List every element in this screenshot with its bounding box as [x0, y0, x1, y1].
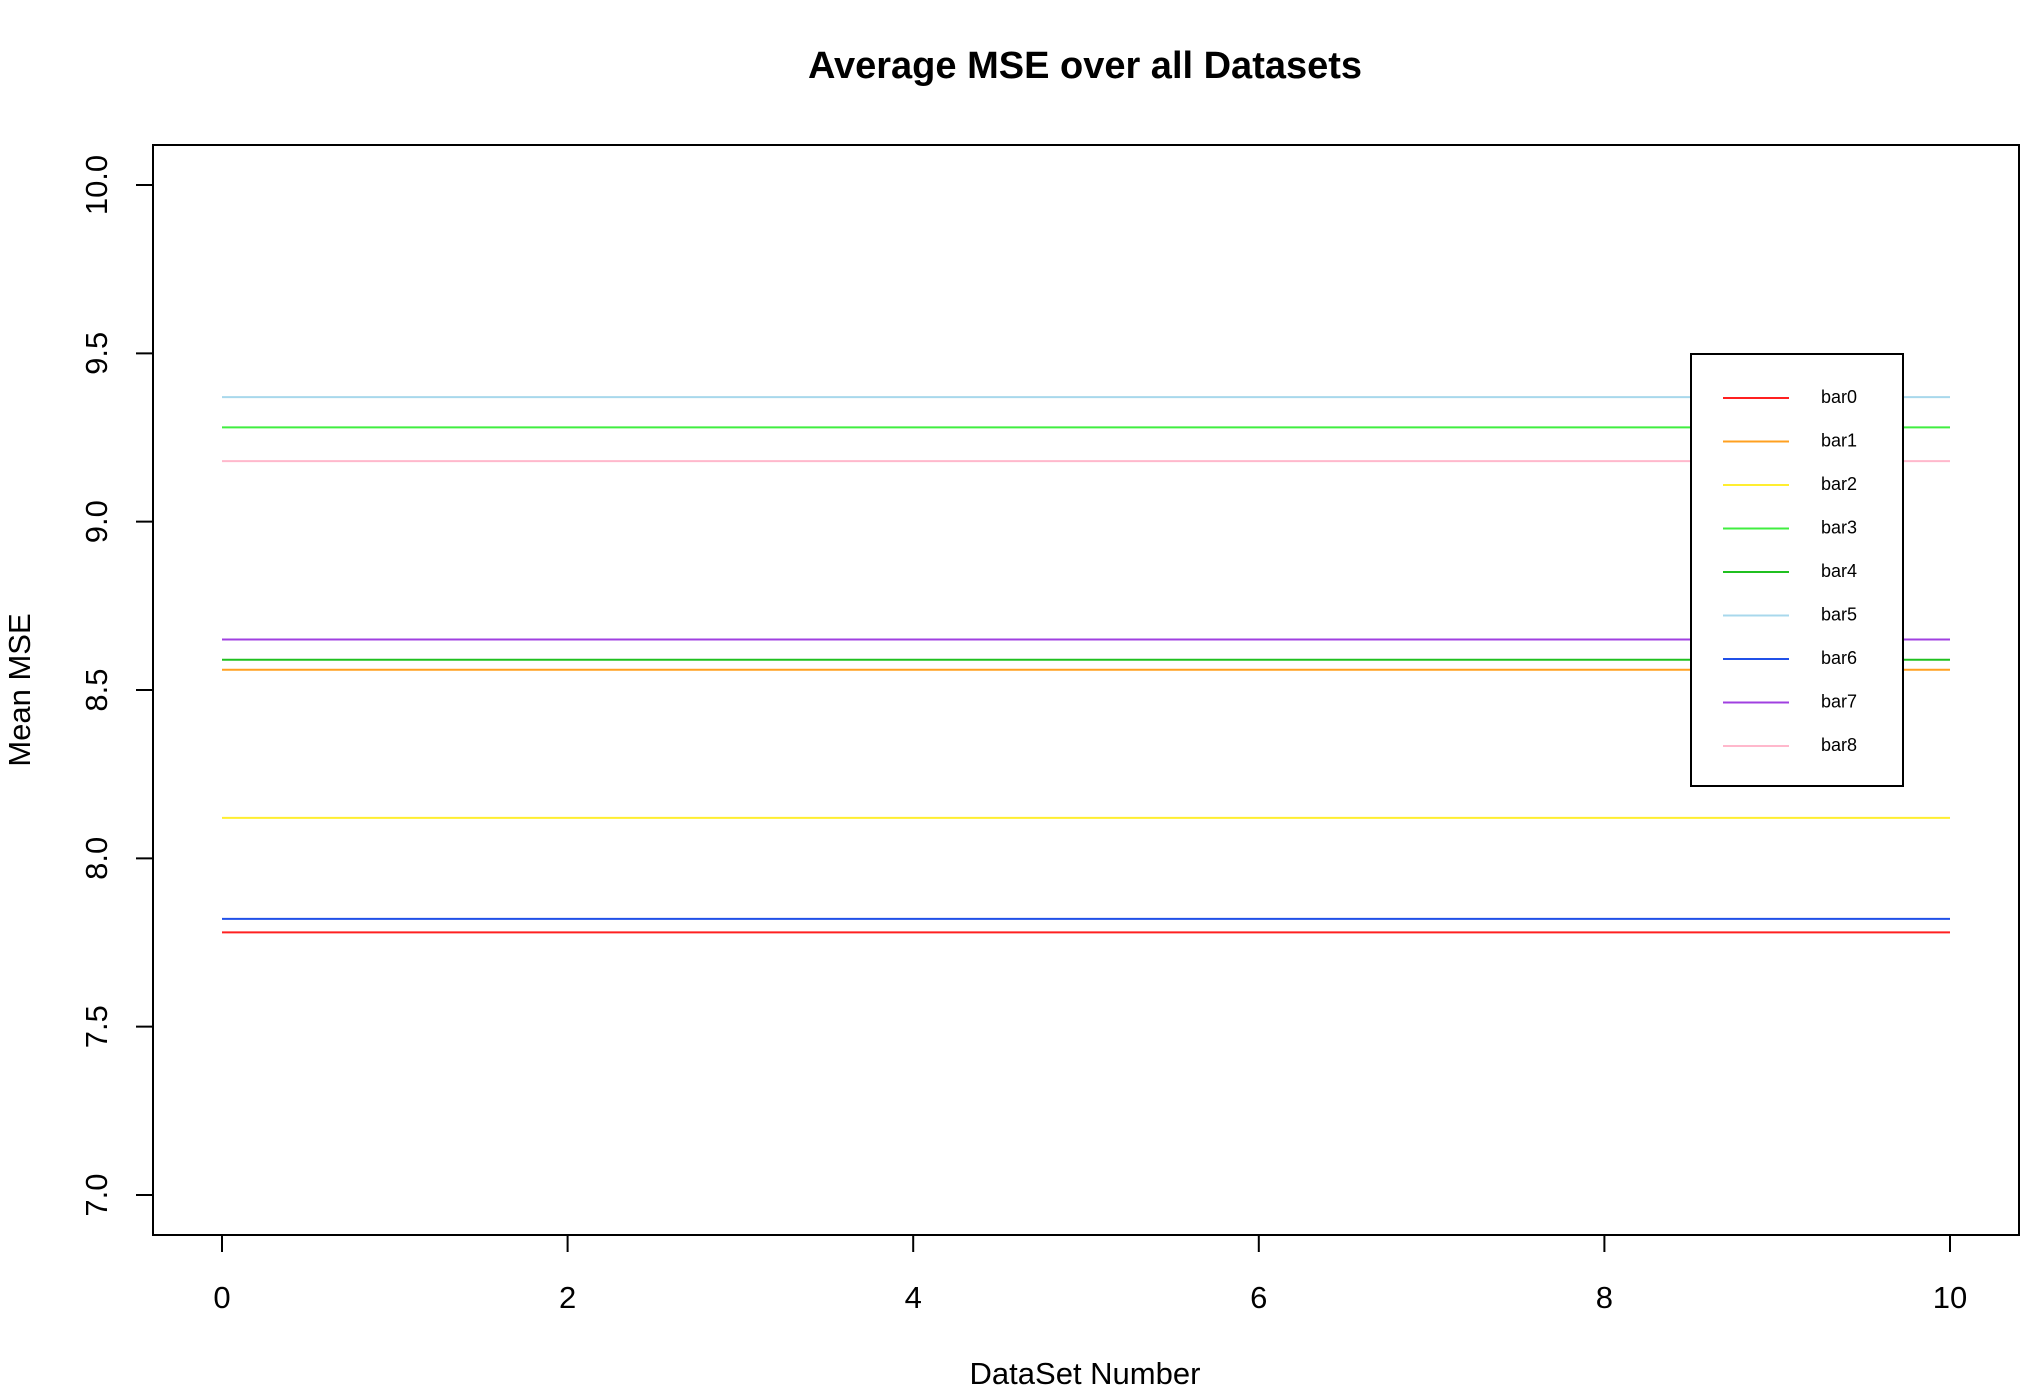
legend-label-bar8: bar8	[1821, 735, 1857, 755]
y-tick-label-6: 10.0	[79, 155, 114, 215]
legend-label-bar5: bar5	[1821, 604, 1857, 624]
y-tick-label-4: 9.0	[79, 500, 114, 543]
plot-frame	[152, 144, 2020, 1236]
x-axis-label: DataSet Number	[970, 1356, 1201, 1391]
legend-label-bar2: bar2	[1821, 474, 1857, 494]
y-axis: 7.0 7.5 8.0 8.5 9.0 9.5 10.0	[79, 155, 153, 1217]
y-tick-label-2: 8.0	[79, 837, 114, 880]
x-tick-label-3: 6	[1250, 1280, 1267, 1315]
x-tick-label-2: 4	[905, 1280, 922, 1315]
legend-label-bar4: bar4	[1821, 561, 1857, 581]
x-tick-label-1: 2	[559, 1280, 576, 1315]
x-tick-label-4: 8	[1596, 1280, 1613, 1315]
legend-label-bar1: bar1	[1821, 430, 1857, 450]
y-tick-label-0: 7.0	[79, 1173, 114, 1216]
y-tick-label-1: 7.5	[79, 1005, 114, 1048]
chart-title: Average MSE over all Datasets	[808, 45, 1362, 87]
legend-label-bar0: bar0	[1821, 387, 1857, 407]
y-tick-label-3: 8.5	[79, 668, 114, 711]
legend: bar0 bar1 bar2 bar3 bar4 bar5 bar6 bar7 bar8	[1690, 353, 1904, 787]
series-lines	[222, 396, 1950, 934]
legend-label-bar3: bar3	[1821, 517, 1857, 537]
y-tick-label-5: 9.5	[79, 332, 114, 375]
x-axis: 0 2 4 6 8 10	[213, 1235, 1967, 1315]
legend-box	[1690, 353, 1904, 787]
y-axis-label: Mean MSE	[2, 613, 37, 766]
x-tick-label-0: 0	[213, 1280, 230, 1315]
legend-label-bar7: bar7	[1821, 691, 1857, 711]
legend-label-bar6: bar6	[1821, 648, 1857, 668]
x-tick-label-5: 10	[1933, 1280, 1967, 1315]
